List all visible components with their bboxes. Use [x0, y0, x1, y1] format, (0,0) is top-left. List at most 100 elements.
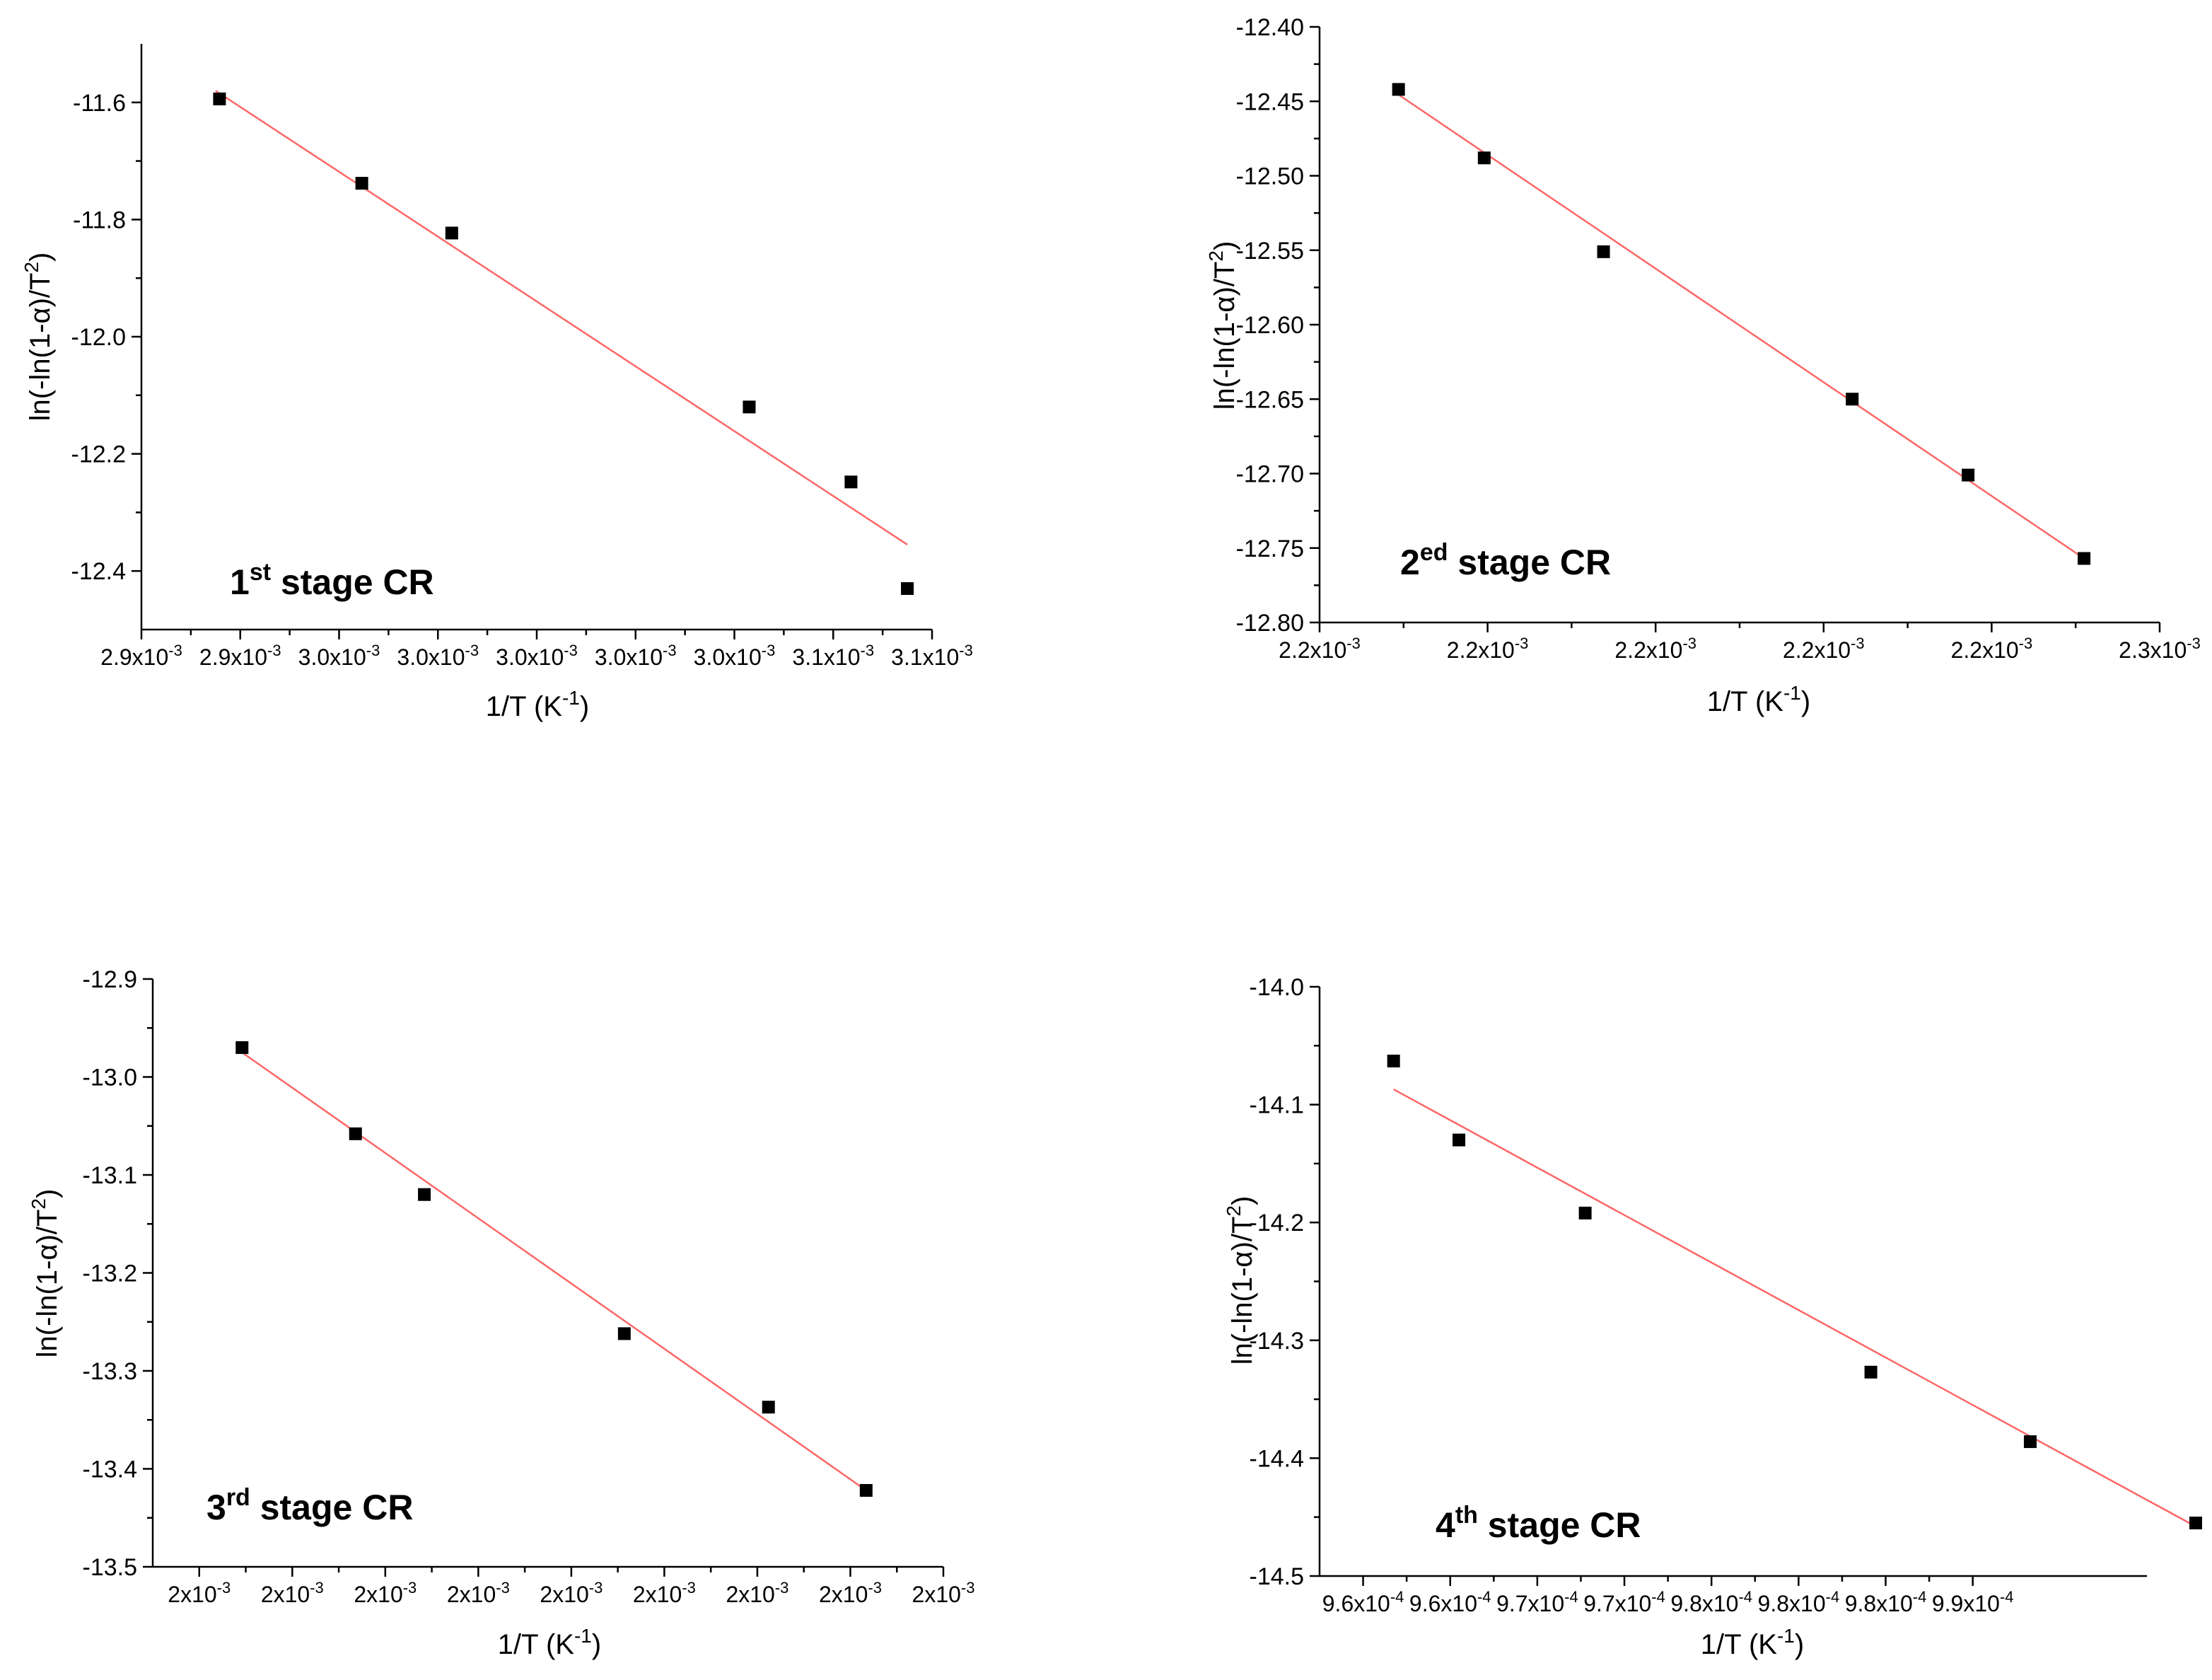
y-tick-label: -13.0: [83, 1065, 138, 1091]
panel-annotation: 1st stage CR: [230, 559, 434, 602]
data-point: [445, 226, 458, 240]
x-tick-label: 3.1x10-3: [792, 642, 874, 670]
y-tick-label: -14.0: [1250, 974, 1305, 1001]
panel-annotation-text: stage CR: [1478, 1505, 1641, 1545]
data-point: [235, 1041, 249, 1054]
data-point: [743, 400, 756, 414]
data-point: [1962, 468, 1975, 482]
x-axis-title: 1/T (K-1): [1701, 1625, 1804, 1660]
x-tick-label: 2x10-3: [354, 1579, 417, 1607]
data-point: [418, 1188, 431, 1201]
data-point: [1846, 393, 1859, 406]
x-tick-label: 2x10-3: [726, 1579, 788, 1607]
panel-annotation-number: 2: [1400, 543, 1420, 582]
panel-annotation-text: stage CR: [1448, 543, 1612, 582]
chart-panel-3: -12.9 -13.0 -13.1 -13.2 -13.3 -13.4 -13.5 2x10-…: [28, 966, 974, 1660]
x-tick-label: 9.6x10-4: [1322, 1588, 1404, 1616]
y-tick-label: -11.8: [73, 207, 126, 233]
x-axis-title: 1/T (K-1): [498, 1625, 601, 1660]
y-tick-label: -12.80: [1236, 610, 1304, 637]
y-tick-label: -13.2: [83, 1261, 138, 1287]
data-point: [1597, 245, 1610, 258]
data-point: [1578, 1206, 1592, 1220]
y-axis-title: ln(-ln(1-α)/T2): [1205, 241, 1240, 410]
panel-annotation-text: stage CR: [250, 1488, 414, 1527]
x-tick-label: 2.2x10-3: [1614, 635, 1696, 663]
x-tick-label: 3.1x10-3: [891, 642, 973, 670]
x-tick-label: 2x10-3: [168, 1579, 231, 1607]
y-axis-title: ln(-ln(1-α)/T2): [21, 253, 56, 422]
x-tick-label: 2x10-3: [261, 1579, 324, 1607]
data-point: [2078, 552, 2091, 565]
fit-line: [241, 1051, 867, 1491]
y-tick-label: -12.4: [71, 558, 127, 585]
panel-annotation: 2ed stage CR: [1400, 539, 1611, 582]
data-point: [355, 177, 368, 190]
data-point: [1864, 1365, 1878, 1379]
y-tick-label: -13.3: [83, 1358, 138, 1385]
data-point: [213, 92, 226, 105]
fit-line: [1393, 1088, 2196, 1528]
y-tick-label: -14.4: [1250, 1445, 1305, 1472]
data-point: [2189, 1517, 2202, 1530]
y-tick-label: -14.2: [1250, 1210, 1305, 1236]
chart-panel-4: -14.0-14.1-14.2-14.3-14.4-14.59.6x10-4 9.…: [1223, 974, 2202, 1660]
data-point: [859, 1483, 873, 1497]
x-tick-label: 2x10-3: [819, 1579, 882, 1607]
data-point: [844, 475, 858, 489]
y-tick-label: -12.40: [1236, 14, 1304, 41]
x-tick-label: 3.0x10-3: [397, 642, 479, 670]
panel-annotation-text: stage CR: [271, 562, 434, 602]
y-axis-title: ln(-ln(1-α)/T2): [1223, 1196, 1258, 1365]
x-tick-label: 2x10-3: [540, 1579, 603, 1607]
data-point: [617, 1327, 631, 1340]
y-tick-label: -12.65: [1236, 386, 1304, 413]
y-tick-label: -12.2: [71, 441, 127, 468]
data-point: [349, 1127, 362, 1140]
data-point: [1392, 83, 1405, 96]
y-tick-label: -14.1: [1250, 1092, 1305, 1119]
x-tick-label: 2x10-3: [447, 1579, 510, 1607]
x-tick-label: 9.7x10-4: [1496, 1588, 1578, 1616]
panel-annotation-number: 1: [230, 562, 250, 602]
data-point: [2023, 1435, 2037, 1449]
fit-line: [1395, 91, 2085, 560]
x-tick-label: 2.2x10-3: [1447, 635, 1529, 663]
x-tick-label: 9.9x10-4: [1932, 1588, 2014, 1616]
x-tick-label: 3.0x10-3: [298, 642, 380, 670]
data-point: [1453, 1133, 1466, 1147]
panel-annotation-number: 3: [206, 1488, 226, 1527]
y-tick-label: -12.60: [1236, 312, 1304, 339]
x-tick-label: 3.0x10-3: [595, 642, 677, 670]
chart-panel-1: -11.6 -11.8 -12.0 -12.2 -12.4 2.9x10-3 2.9x10-…: [21, 44, 973, 722]
data-point: [901, 582, 914, 596]
y-tick-label: -12.9: [83, 966, 138, 993]
x-tick-label: 9.6x10-4: [1409, 1588, 1491, 1616]
panel-annotation-superscript: st: [250, 559, 271, 586]
panel-annotation-superscript: th: [1455, 1502, 1478, 1529]
y-tick-label: -12.0: [71, 324, 127, 351]
y-tick-label: -13.1: [83, 1162, 138, 1189]
x-axis-title: 1/T (K-1): [486, 687, 589, 722]
panel-annotation: 3rd stage CR: [206, 1484, 413, 1527]
x-tick-label: 2.3x10-3: [2119, 635, 2201, 663]
panel-annotation-superscript: rd: [226, 1484, 250, 1511]
data-point: [762, 1401, 775, 1414]
y-tick-label: -14.5: [1250, 1563, 1305, 1590]
y-tick-label: -12.55: [1236, 238, 1304, 265]
x-tick-label: 2.9x10-3: [199, 642, 281, 670]
y-tick-label: -14.3: [1250, 1328, 1305, 1355]
x-tick-label: 2.2x10-3: [1783, 635, 1865, 663]
y-tick-label: -12.70: [1236, 461, 1304, 488]
panel-annotation-number: 4: [1436, 1505, 1455, 1545]
panel-annotation-superscript: ed: [1420, 539, 1448, 566]
y-tick-label: -12.75: [1236, 535, 1304, 562]
x-tick-label: 3.0x10-3: [496, 642, 578, 670]
y-tick-label: -12.45: [1236, 88, 1304, 115]
y-tick-label: -11.6: [73, 90, 126, 117]
x-tick-label: 2x10-3: [912, 1579, 975, 1607]
x-tick-label: 2.2x10-3: [1951, 635, 2033, 663]
data-point: [1387, 1054, 1400, 1067]
x-tick-label: 9.8x10-4: [1670, 1588, 1752, 1616]
